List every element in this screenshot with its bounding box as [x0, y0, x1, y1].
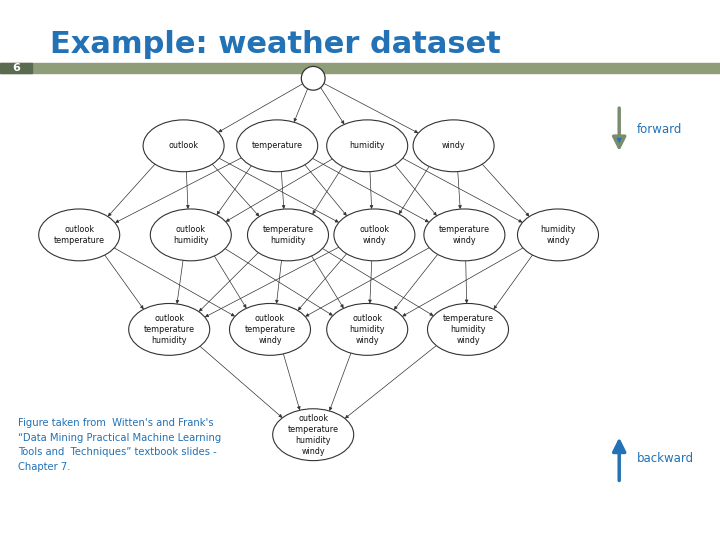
Ellipse shape: [230, 303, 310, 355]
Ellipse shape: [248, 209, 328, 261]
Ellipse shape: [424, 209, 505, 261]
Text: humidity
windy: humidity windy: [540, 225, 576, 245]
Text: outlook
humidity
windy: outlook humidity windy: [349, 314, 385, 345]
Text: forward: forward: [637, 123, 683, 136]
Text: outlook
temperature
windy: outlook temperature windy: [245, 314, 295, 345]
Ellipse shape: [39, 209, 120, 261]
Ellipse shape: [428, 303, 508, 355]
Text: outlook
windy: outlook windy: [359, 225, 390, 245]
Ellipse shape: [334, 209, 415, 261]
Ellipse shape: [237, 120, 318, 172]
Text: temperature: temperature: [252, 141, 302, 150]
Ellipse shape: [129, 303, 210, 355]
Text: outlook
temperature: outlook temperature: [54, 225, 104, 245]
Ellipse shape: [327, 120, 408, 172]
Ellipse shape: [273, 409, 354, 461]
Ellipse shape: [301, 66, 325, 90]
Text: outlook: outlook: [168, 141, 199, 150]
Text: Example: weather dataset: Example: weather dataset: [50, 30, 501, 59]
Text: humidity: humidity: [349, 141, 385, 150]
Text: temperature
windy: temperature windy: [439, 225, 490, 245]
Text: temperature
humidity: temperature humidity: [263, 225, 313, 245]
Text: temperature
humidity
windy: temperature humidity windy: [443, 314, 493, 345]
Text: Figure taken from  Witten's and Frank's
“Data Mining Practical Machine Learning
: Figure taken from Witten's and Frank's “…: [18, 418, 221, 472]
Text: windy: windy: [442, 141, 465, 150]
Text: 6: 6: [12, 63, 19, 73]
Text: backward: backward: [637, 453, 694, 465]
Text: outlook
temperature
humidity
windy: outlook temperature humidity windy: [288, 414, 338, 456]
Text: outlook
temperature
humidity: outlook temperature humidity: [144, 314, 194, 345]
Bar: [0, 63, 32, 73]
Ellipse shape: [518, 209, 598, 261]
Ellipse shape: [143, 120, 224, 172]
Text: outlook
humidity: outlook humidity: [173, 225, 209, 245]
Ellipse shape: [413, 120, 494, 172]
Ellipse shape: [327, 303, 408, 355]
Ellipse shape: [150, 209, 231, 261]
Bar: [0, 63, 720, 73]
